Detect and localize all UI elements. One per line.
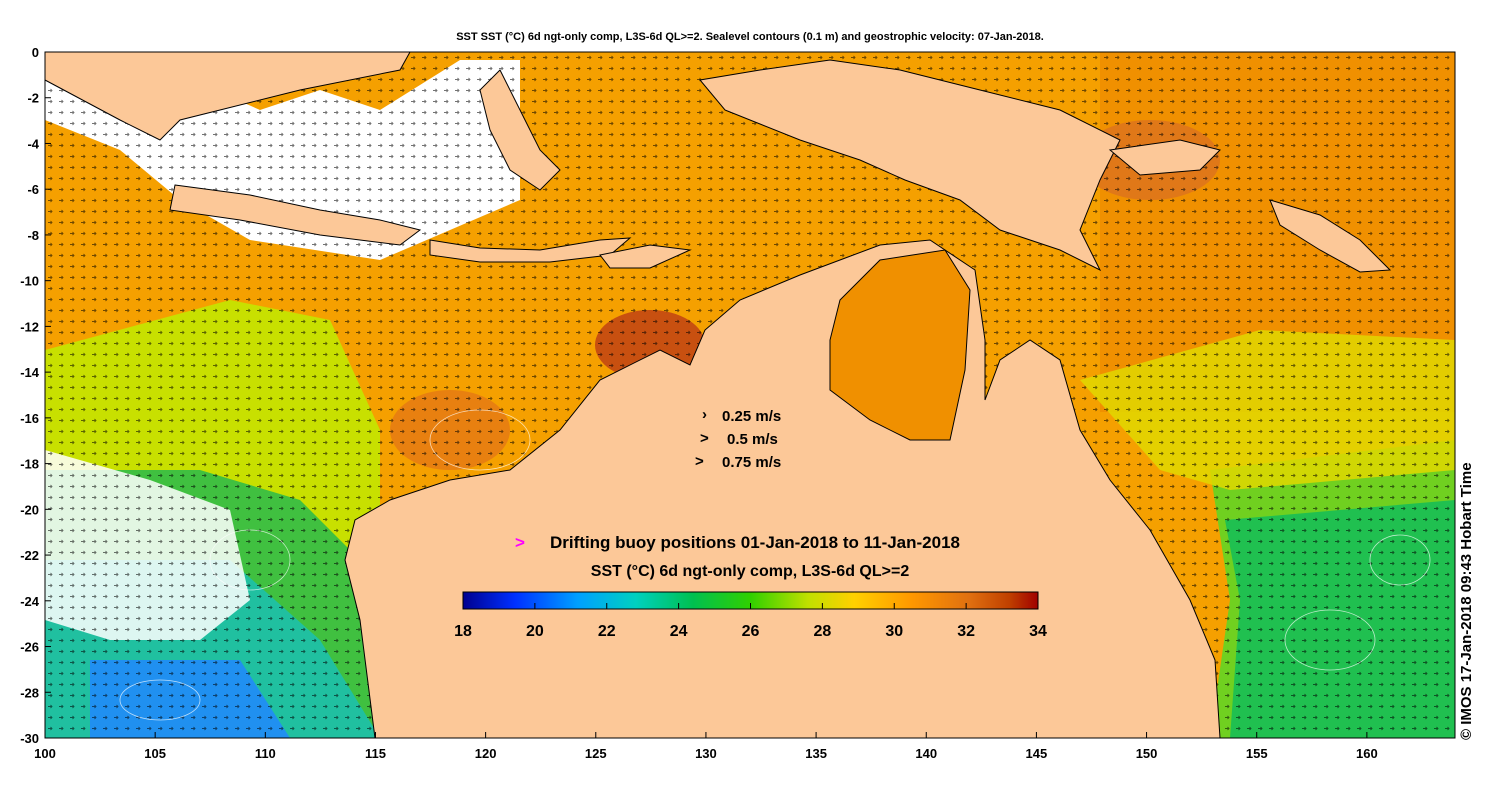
y-tick-label: -12 — [20, 319, 39, 334]
y-axis: 0 -2 -4 -6 -8 -10 -12 -14 -16 -18 -20 -22 -24 -26 -28 -… — [20, 45, 51, 746]
colorbar-tick-label: 20 — [526, 623, 544, 640]
sulawesi — [479, 69, 561, 191]
figure-title: SST SST (°C) 6d ngt-only comp, L3S-6d QL… — [456, 31, 1044, 43]
buoy-legend: > Drifting buoy positions 01-Jan-2018 to… — [515, 533, 960, 552]
velocity-label-3: 0.75 m/s — [722, 454, 781, 471]
velocity-marker-3: > — [695, 453, 704, 470]
y-tick-label: -26 — [20, 640, 39, 655]
x-tick-label: 145 — [1026, 746, 1048, 761]
x-tick-label: 115 — [365, 746, 386, 761]
colorbar: SST (°C) 6d ngt-only comp, L3S-6d QL>=2 … — [454, 563, 1047, 640]
x-axis: 100 105 110 115 120 125 130 135 140 145 150 155 160 — [34, 732, 1378, 761]
y-tick-label: -10 — [20, 274, 39, 289]
sumatra-borneo — [45, 52, 411, 141]
y-tick-label: -2 — [27, 91, 39, 106]
buoy-label: Drifting buoy positions 01-Jan-2018 to 1… — [550, 533, 960, 552]
x-tick-label: 100 — [34, 746, 56, 761]
colorbar-ticks: 18 20 22 24 26 28 30 32 34 — [454, 603, 1047, 640]
lesser-sunda-islands — [429, 237, 632, 263]
colorbar-tick-label: 34 — [1029, 623, 1047, 640]
colorbar-tick-label: 24 — [670, 623, 688, 640]
java — [169, 184, 422, 246]
land — [45, 52, 1392, 738]
velocity-marker-2: > — [700, 430, 709, 447]
colorbar-tick-label: 30 — [885, 623, 903, 640]
x-tick-label: 155 — [1246, 746, 1268, 761]
x-tick-label: 150 — [1136, 746, 1158, 761]
new-guinea — [699, 59, 1121, 272]
x-tick-label: 140 — [915, 746, 937, 761]
velocity-label-2: 0.5 m/s — [727, 431, 778, 448]
colorbar-title: SST (°C) 6d ngt-only comp, L3S-6d QL>=2 — [591, 563, 910, 580]
buoy-marker: > — [515, 533, 525, 552]
y-tick-label: -16 — [20, 411, 39, 426]
x-tick-label: 125 — [585, 746, 607, 761]
velocity-marker-1: › — [702, 406, 707, 423]
y-tick-label: -4 — [27, 136, 39, 151]
new-britain — [1108, 139, 1221, 176]
velocity-legend: › 0.25 m/s > 0.5 m/s > 0.75 m/s — [695, 406, 781, 471]
y-tick-label: -6 — [27, 182, 39, 197]
colorbar-tick-label: 26 — [742, 623, 760, 640]
x-tick-label: 130 — [695, 746, 717, 761]
map-area — [45, 52, 1455, 738]
y-tick-label: -28 — [20, 685, 39, 700]
y-tick-label: -18 — [20, 457, 39, 472]
colorbar-tick-label: 28 — [813, 623, 831, 640]
map-frame — [44, 51, 1456, 739]
y-tick-label: 0 — [32, 45, 39, 60]
y-tick-label: -22 — [20, 548, 39, 563]
gulf-of-carpentaria — [829, 249, 971, 441]
x-tick-label: 110 — [255, 746, 276, 761]
y-tick-label: -20 — [20, 502, 39, 517]
sealevel-contours — [119, 409, 1431, 721]
velocity-label-1: 0.25 m/s — [722, 408, 781, 425]
x-tick-label: 160 — [1356, 746, 1378, 761]
x-tick-label: 120 — [475, 746, 497, 761]
x-tick-label: 105 — [144, 746, 166, 761]
y-tick-label: -8 — [27, 228, 39, 243]
y-tick-label: -24 — [20, 594, 40, 609]
solomon-islands — [1269, 199, 1392, 273]
australia-mainland — [344, 239, 1221, 738]
imos-credit: © IMOS 17-Jan-2018 09:43 Hobart Time — [1458, 462, 1475, 740]
y-tick-label: -30 — [20, 731, 39, 746]
x-tick-label: 135 — [805, 746, 827, 761]
timor — [599, 244, 692, 269]
colorbar-tick-label: 22 — [598, 623, 616, 640]
y-tick-label: -14 — [20, 365, 40, 380]
colorbar-tick-label: 18 — [454, 623, 472, 640]
colorbar-tick-label: 32 — [957, 623, 975, 640]
